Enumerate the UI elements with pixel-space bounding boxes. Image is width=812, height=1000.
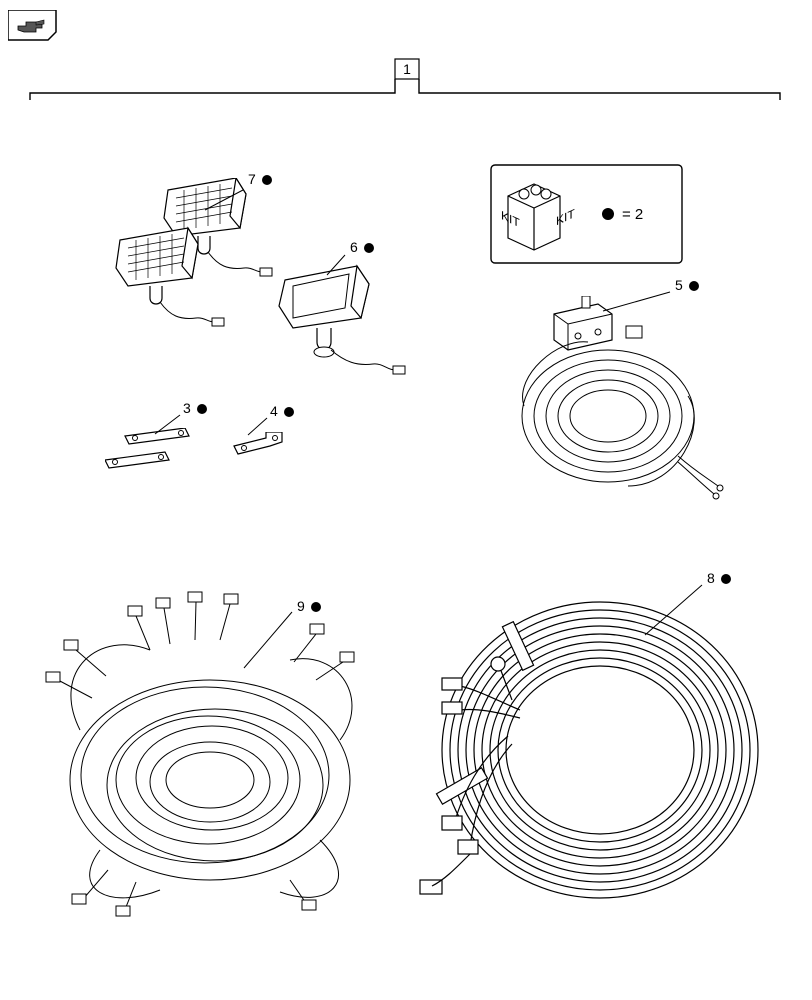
callout-8-dot (721, 574, 731, 584)
leader-8 (645, 585, 702, 635)
callout-6: 6 (350, 239, 374, 255)
callout-3: 3 (183, 400, 207, 416)
callout-5-dot (689, 281, 699, 291)
leader-5 (603, 292, 670, 311)
leader-9 (244, 612, 292, 668)
callout-8-number: 8 (707, 570, 715, 586)
callout-7: 7 (248, 171, 272, 187)
callout-9-number: 9 (297, 598, 305, 614)
callout-5-number: 5 (675, 277, 683, 293)
callout-9: 9 (297, 598, 321, 614)
leader-3 (155, 415, 180, 434)
callout-7-dot (262, 175, 272, 185)
callout-3-dot (197, 404, 207, 414)
callout-4-number: 4 (270, 403, 278, 419)
callout-overlay (0, 0, 812, 1000)
callout-4-dot (284, 407, 294, 417)
callout-6-dot (364, 243, 374, 253)
leader-4 (248, 418, 267, 435)
callout-7-number: 7 (248, 171, 256, 187)
leader-7 (205, 190, 243, 210)
leader-6 (327, 255, 345, 275)
callout-8: 8 (707, 570, 731, 586)
callout-3-number: 3 (183, 400, 191, 416)
callout-9-dot (311, 602, 321, 612)
callout-5: 5 (675, 277, 699, 293)
diagram-page: 1 KIT KIT = 2 (0, 0, 812, 1000)
callout-6-number: 6 (350, 239, 358, 255)
callout-4: 4 (270, 403, 294, 419)
